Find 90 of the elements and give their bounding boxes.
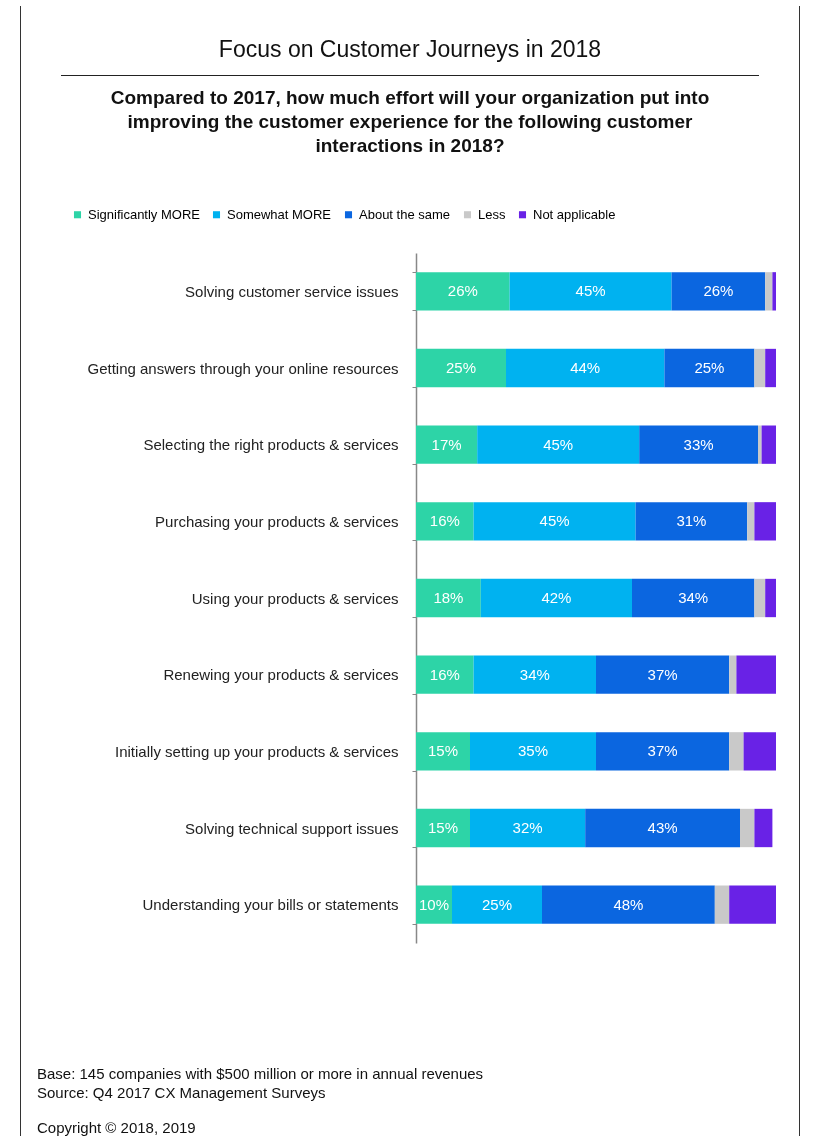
- bar: [506, 348, 665, 388]
- data-label: 26%: [447, 282, 478, 300]
- data-label: 44%: [570, 359, 601, 376]
- bar: [639, 425, 758, 464]
- y-tick-label: Purchasing your products & services: [155, 512, 399, 530]
- bar: [765, 348, 776, 388]
- y-tick-label: Understanding your bills or statements: [142, 896, 399, 914]
- bar: [754, 578, 766, 618]
- y-tick-label: Solving technical support issues: [185, 819, 399, 837]
- bar: [671, 272, 766, 311]
- data-label: 10%: [418, 895, 450, 913]
- data-label: 34%: [519, 665, 550, 683]
- legend-label: Significantly MORE: [88, 206, 201, 222]
- data-label: 25%: [694, 359, 725, 376]
- bar: [596, 732, 730, 771]
- bar: [470, 808, 586, 848]
- bar: [747, 502, 755, 541]
- y-tick-label: Renewing your products & services: [163, 666, 399, 684]
- data-label: 15%: [427, 742, 459, 760]
- legend-label: Not applicable: [533, 206, 616, 222]
- y-tick-label: Using your products & services: [191, 589, 399, 607]
- bar: [754, 808, 773, 848]
- bar: [509, 272, 672, 311]
- bar: [416, 655, 474, 694]
- bar: [714, 885, 730, 924]
- data-label: 17%: [431, 435, 462, 453]
- legend-label: Somewhat MORE: [227, 206, 332, 222]
- bar: [758, 425, 762, 464]
- bar: [416, 732, 470, 771]
- bar: [632, 578, 755, 618]
- bar: [416, 502, 474, 541]
- data-label: 16%: [429, 665, 460, 683]
- data-label: 32%: [512, 819, 543, 836]
- data-label: 43%: [647, 819, 678, 836]
- source-note: Source: Q4 2017 CX Management Surveys: [37, 1083, 327, 1102]
- bar: [416, 808, 470, 848]
- data-label: 37%: [647, 742, 678, 760]
- y-tick-label: Solving customer service issues: [185, 282, 399, 300]
- data-label: 45%: [543, 435, 574, 453]
- bar: [473, 502, 636, 541]
- bar: [743, 732, 776, 771]
- bar: [740, 808, 755, 848]
- bar: [477, 425, 640, 464]
- data-label: 33%: [683, 435, 714, 453]
- text: Copyright © 2018, 2019: [37, 1118, 197, 1137]
- data-label: 31%: [676, 512, 707, 530]
- y-tick-label: Selecting the right products & services: [143, 436, 399, 454]
- bar: [729, 885, 776, 924]
- text: Base: 145 companies with $500 million or more in annual revenues: [37, 1064, 484, 1083]
- bar: [772, 272, 776, 311]
- chart-subtitle: Compared to 2017, how much effort will your organization put into improving the customer experience for the following customer interactions in 2018?: [109, 86, 711, 158]
- bar: [765, 272, 773, 311]
- bar: [585, 808, 740, 848]
- y-tick-label: Initially setting up your products & services: [115, 742, 399, 760]
- bar: [416, 425, 478, 464]
- bar: [596, 655, 730, 694]
- data-label: 16%: [429, 512, 460, 530]
- data-label: 37%: [647, 665, 678, 683]
- legend-label: About the same: [359, 206, 451, 222]
- bar: [736, 655, 776, 694]
- bar: [416, 348, 506, 388]
- y-tick-label: Getting answers through your online resources: [87, 359, 399, 377]
- data-label: 45%: [539, 512, 570, 530]
- bar: [635, 502, 748, 541]
- bar: [470, 732, 596, 771]
- data-label: 34%: [678, 589, 709, 606]
- legend-label: Less: [478, 206, 506, 222]
- bar: [542, 885, 715, 924]
- bar: [765, 578, 776, 618]
- data-label: 35%: [517, 742, 549, 760]
- chart-title: Focus on Customer Journeys in 2018: [61, 6, 759, 76]
- bar: [480, 578, 632, 618]
- bar: [664, 348, 755, 388]
- bar: [452, 885, 542, 924]
- data-label: 26%: [703, 282, 734, 300]
- bar: [754, 502, 776, 541]
- bar: [754, 348, 766, 388]
- data-label: 18%: [433, 589, 464, 606]
- bar: [416, 272, 510, 311]
- data-label: 25%: [445, 359, 477, 376]
- bar: [729, 655, 737, 694]
- bar: [473, 655, 596, 694]
- data-label: 45%: [575, 282, 606, 300]
- data-label: 48%: [613, 895, 644, 913]
- bar: [729, 732, 744, 771]
- data-label: 15%: [427, 819, 459, 836]
- data-label: 25%: [481, 895, 513, 913]
- bar: [761, 425, 776, 464]
- data-label: 42%: [541, 589, 572, 606]
- bar: [416, 578, 481, 618]
